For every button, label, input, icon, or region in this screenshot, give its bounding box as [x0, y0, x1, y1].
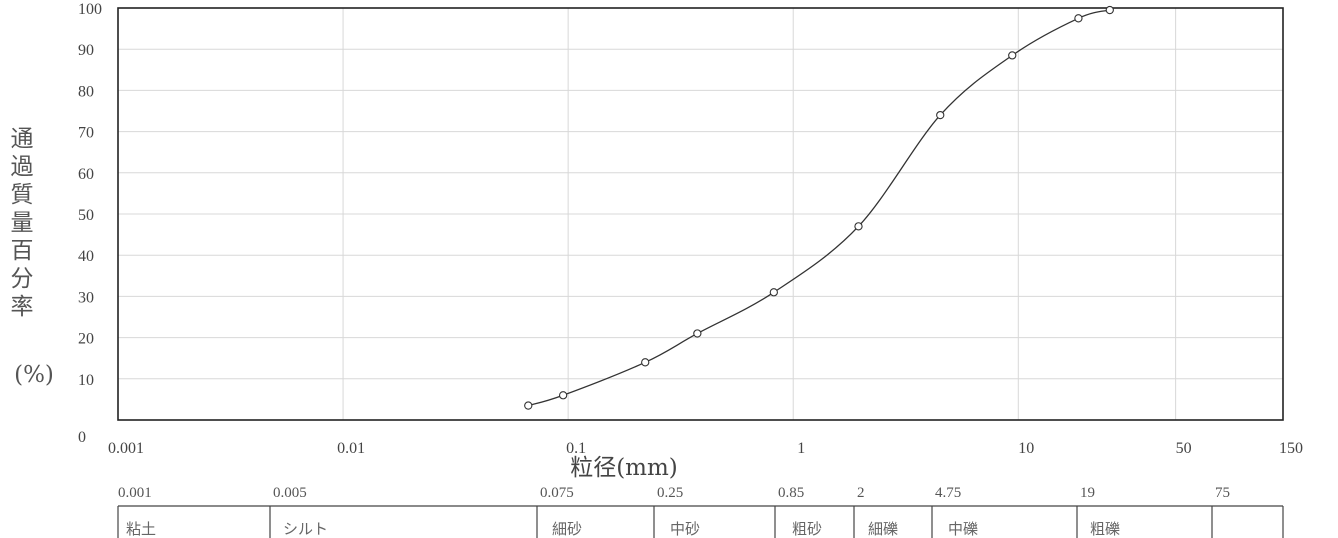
class-label: シルト [283, 520, 328, 538]
y-tick-label: 30 [78, 289, 94, 306]
class-label: 粘土 [126, 520, 156, 538]
soil-classification-table: 0.001 0.005 0.075 0.25 0.85 2 4.75 19 75 粘土 シルト 細砂 中… [117, 485, 1284, 538]
data-point [936, 110, 945, 120]
class-label: 粗礫 [1090, 520, 1120, 538]
data-point [641, 358, 650, 367]
class-label: 中砂 [670, 520, 700, 538]
class-label: 細砂 [552, 520, 582, 538]
y-axis-label-char: 分 [11, 266, 34, 292]
x-tick-label: 10 [1018, 440, 1034, 457]
class-bound-label: 19 [1080, 485, 1095, 501]
data-point [1074, 14, 1083, 23]
x-axis-label: 粒径(mm) [570, 455, 678, 481]
y-tick-label: 20 [78, 331, 94, 348]
x-tick-label: 0.1 [566, 440, 586, 457]
x-axis-ticks: 0.001 0.01 0.1 1 10 50 150 [108, 440, 1303, 457]
y-tick-label: 40 [78, 248, 94, 265]
class-label: 粗砂 [792, 520, 822, 538]
class-bound-label: 0.25 [657, 485, 683, 501]
class-bound-label: 2 [857, 485, 865, 501]
class-bound-label: 0.075 [540, 485, 574, 501]
data-point [769, 288, 778, 297]
data-point [1105, 5, 1114, 15]
x-tick-label: 1 [797, 440, 805, 457]
x-tick-label: 0.001 [108, 440, 144, 457]
y-axis-label-char: 質 [11, 182, 34, 208]
y-tick-label: 90 [78, 42, 94, 59]
plot-frame [117, 7, 1284, 421]
y-axis-label-char: 過 [11, 154, 34, 180]
y-axis-label-char: 百 [11, 238, 34, 264]
data-point [1008, 51, 1017, 60]
y-axis-unit: (%) [14, 362, 54, 388]
grading-curve [528, 9, 1110, 407]
y-tick-label: 50 [78, 207, 94, 224]
class-bound-label: 0.85 [778, 485, 804, 501]
class-label: 細礫 [868, 520, 898, 538]
class-bound-label: 0.005 [273, 485, 307, 501]
y-tick-label: 60 [78, 166, 94, 183]
y-tick-label: 0 [78, 429, 86, 446]
data-points [524, 5, 1114, 410]
data-point [854, 222, 863, 231]
data-point [693, 329, 702, 338]
y-axis-label-char: 率 [11, 294, 34, 320]
class-bound-label: 4.75 [935, 485, 961, 501]
class-bound-label: 75 [1215, 485, 1230, 501]
y-axis-label-char: 通 [11, 126, 34, 152]
x-tick-label: 150 [1279, 440, 1303, 457]
y-axis-ticks: 0 10 20 30 40 50 60 70 80 90 100 [78, 1, 102, 446]
grid [118, 8, 1283, 420]
x-tick-label: 50 [1176, 440, 1192, 457]
y-tick-label: 100 [78, 1, 102, 18]
y-tick-label: 70 [78, 125, 94, 142]
y-tick-label: 10 [78, 372, 94, 389]
data-point [524, 401, 533, 410]
y-tick-label: 80 [78, 83, 94, 100]
class-label: 中礫 [948, 520, 978, 538]
data-point [558, 391, 568, 400]
class-bound-label: 0.001 [118, 485, 152, 501]
x-tick-label: 0.01 [337, 440, 365, 457]
y-axis-label-char: 量 [11, 210, 34, 236]
